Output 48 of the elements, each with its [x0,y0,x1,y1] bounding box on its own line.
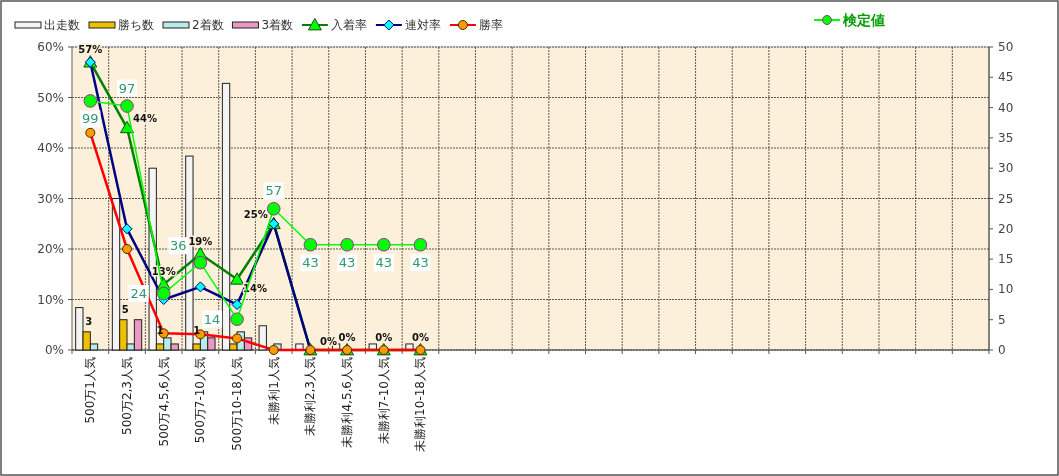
y2-tick-label: 5 [998,312,1006,327]
y2-tick-label: 0 [998,343,1006,357]
data-label: 0% [319,335,337,347]
y2-tick-label: 30 [998,161,1014,176]
x-tick-label: 500万10-18人気 [230,357,245,451]
legend-label: 2着数 [192,18,224,32]
data-label: 3 [85,316,93,328]
y2-tick-label: 40 [998,100,1014,115]
y2-tick-label: 10 [998,282,1014,297]
legend-label: 出走数 [44,18,80,32]
data-label: 0% [338,331,356,343]
y2-tick-label: 50 [998,40,1014,54]
legend-label: 検定値 [842,12,885,28]
legend-label: 入着率 [330,18,367,32]
legend-label: 勝率 [478,18,503,32]
y2-tick-label: 15 [998,252,1014,267]
legend-label: 勝ち数 [118,18,154,32]
data-label: 1 [193,325,201,337]
x-tick-label: 500万7-10人気 [193,357,208,444]
legend-label: 3着数 [261,18,294,32]
x-tick-label: 500万4,5,6人気 [156,357,171,447]
x-tick-label: 未勝利2,3人気 [303,357,318,437]
y2-tick-label: 35 [998,130,1014,145]
data-label: 1 [156,325,164,337]
x-tick-label: 未勝利7-10人気 [376,357,391,445]
y2-tick-label: 45 [998,70,1014,85]
x-tick-label: 500万2,3人気 [120,357,135,435]
legend-label: 連対率 [404,18,441,32]
x-tick-label: 未勝利1人気 [266,357,281,425]
y-tick-label: 60% [37,40,64,54]
data-label: 0% [375,331,393,343]
y-tick-label: 20% [37,242,64,256]
y-tick-label: 40% [37,141,64,155]
y-tick-label: 30% [37,191,64,206]
y-tick-label: 50% [37,90,64,105]
data-label: 25% [243,209,268,221]
y2-tick-label: 25 [998,191,1014,206]
data-label: 57% [78,43,103,55]
y-tick-label: 0% [44,343,64,357]
data-label: 5 [121,304,129,316]
x-tick-label: 500万1人気 [83,357,98,424]
data-label: 0% [411,331,429,343]
y2-tick-label: 20 [998,221,1014,236]
y-tick-label: 10% [37,292,64,307]
x-tick-label: 未勝利4,5,6人気 [340,357,355,448]
data-label: 19% [188,235,213,247]
data-label: 44% [133,113,157,125]
x-tick-label: 未勝利10-18人気 [413,357,428,452]
